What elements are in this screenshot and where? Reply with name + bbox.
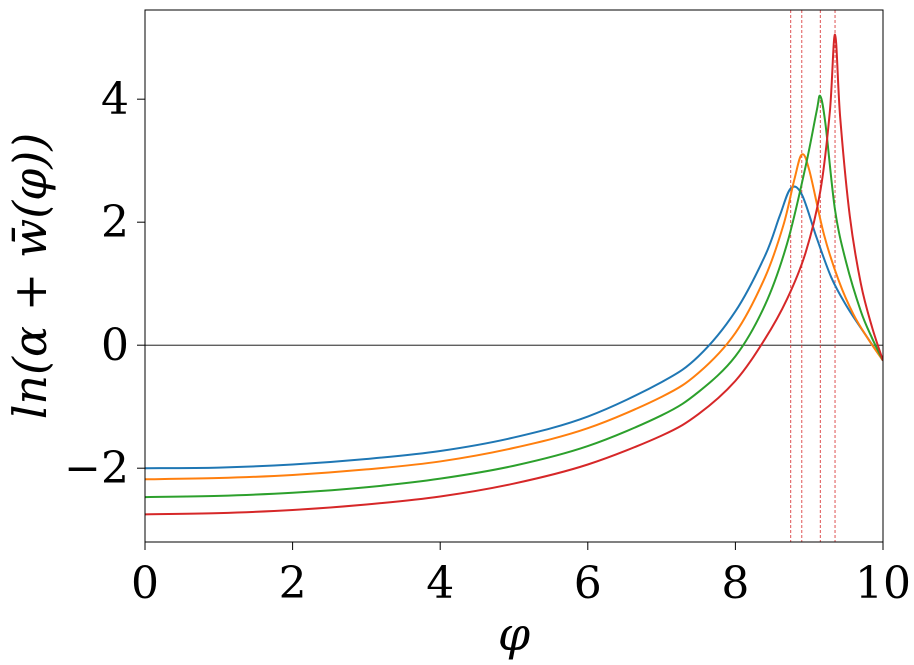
plot-area — [145, 10, 883, 542]
axes-frame — [144, 9, 884, 543]
y-axis-label: ln(α + w̄(φ)) — [3, 133, 57, 420]
axes: 0 2 4 6 8 10 −2 0 2 4 — [64, 9, 911, 609]
x-tick-label: 4 — [426, 558, 454, 609]
plot-inner — [145, 10, 883, 542]
y-tick-label: −2 — [64, 443, 129, 494]
x-tick-label: 8 — [721, 558, 749, 609]
x-tick-label: 0 — [131, 558, 159, 609]
x-tick-label: 2 — [279, 558, 307, 609]
x-axis-label: φ — [498, 607, 531, 661]
series-line-4 — [145, 33, 883, 516]
series-line-3 — [145, 94, 883, 499]
y-tick-label: 2 — [101, 197, 129, 248]
x-tick-label: 6 — [574, 558, 602, 609]
y-tick-label: 4 — [101, 74, 129, 125]
y-tick-label: 0 — [101, 320, 129, 371]
series-line-2 — [145, 153, 883, 481]
series-line-1 — [145, 185, 883, 470]
x-tick-label: 10 — [855, 558, 911, 609]
